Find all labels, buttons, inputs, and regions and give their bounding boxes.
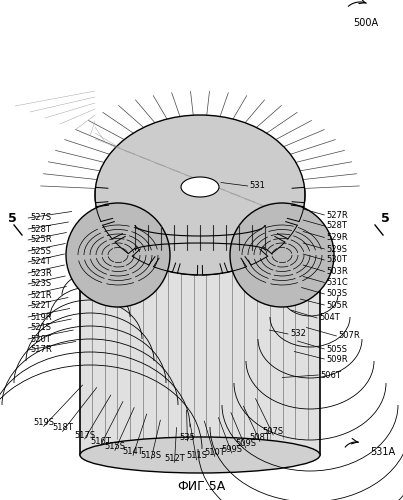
- Text: 512T: 512T: [164, 454, 185, 463]
- Text: 500A: 500A: [353, 18, 378, 28]
- Text: 523R: 523R: [30, 268, 52, 278]
- Text: 530T: 530T: [326, 256, 347, 264]
- Text: 519R: 519R: [30, 312, 52, 322]
- Text: 522T: 522T: [30, 302, 51, 310]
- Text: 524T: 524T: [30, 258, 51, 266]
- Circle shape: [66, 203, 170, 307]
- Text: 517S: 517S: [74, 430, 95, 440]
- Text: 503S: 503S: [326, 290, 347, 298]
- Text: 503R: 503R: [326, 267, 348, 276]
- Text: 521R: 521R: [30, 290, 52, 300]
- Text: 527S: 527S: [30, 214, 51, 222]
- Text: 531C: 531C: [326, 278, 348, 287]
- Text: 510T: 510T: [204, 448, 225, 457]
- Text: 529S: 529S: [326, 244, 347, 254]
- Text: 511S: 511S: [186, 452, 207, 460]
- Text: 527R: 527R: [326, 210, 348, 220]
- Text: 5: 5: [381, 212, 390, 224]
- Text: 508T: 508T: [249, 433, 270, 442]
- Text: 506T: 506T: [320, 370, 341, 380]
- Text: 516T: 516T: [90, 436, 111, 446]
- Text: 523S: 523S: [30, 280, 51, 288]
- Text: 509R: 509R: [326, 354, 348, 364]
- Text: 505S: 505S: [326, 344, 347, 354]
- Ellipse shape: [80, 437, 320, 473]
- Text: 531A: 531A: [370, 447, 395, 457]
- Text: 513S: 513S: [141, 450, 162, 460]
- Circle shape: [230, 203, 334, 307]
- Ellipse shape: [95, 115, 305, 275]
- Text: 521S: 521S: [30, 324, 51, 332]
- Text: 535: 535: [179, 432, 195, 442]
- Text: 525R: 525R: [30, 236, 52, 244]
- Text: 515S: 515S: [104, 442, 125, 451]
- Text: 529R: 529R: [326, 233, 348, 242]
- Text: ФИГ.5А: ФИГ.5А: [177, 480, 226, 492]
- Bar: [80, 245, 320, 455]
- Text: 525S: 525S: [30, 246, 51, 256]
- Text: 528T: 528T: [30, 224, 51, 234]
- Text: 504T: 504T: [319, 314, 340, 322]
- Text: 5: 5: [8, 212, 17, 224]
- Ellipse shape: [181, 177, 219, 197]
- Text: 507S: 507S: [263, 426, 284, 436]
- Text: 507R: 507R: [339, 332, 360, 340]
- Text: 599S: 599S: [221, 444, 242, 454]
- Text: 519S: 519S: [33, 418, 54, 427]
- Text: 520T: 520T: [30, 334, 51, 344]
- Text: 518T: 518T: [52, 423, 73, 432]
- Text: 517R: 517R: [30, 346, 52, 354]
- Text: 531: 531: [250, 182, 266, 190]
- Text: 505R: 505R: [326, 300, 348, 310]
- Text: 528T: 528T: [326, 222, 347, 230]
- Text: 514T: 514T: [123, 447, 143, 456]
- Text: 509S: 509S: [235, 440, 256, 448]
- Text: 532: 532: [290, 330, 306, 338]
